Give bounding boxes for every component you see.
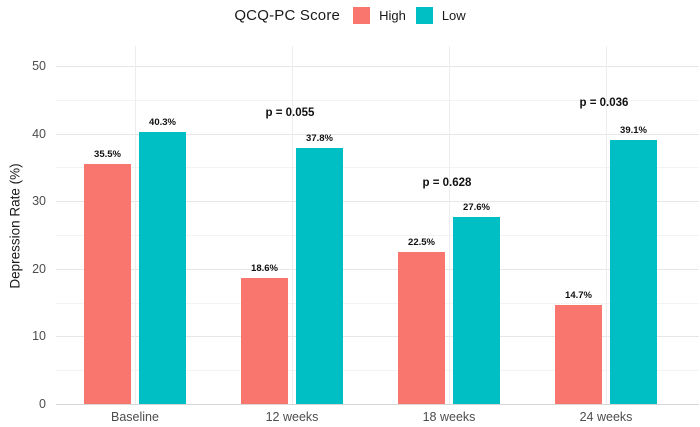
x-tick-label-12-weeks: 12 weeks	[265, 410, 319, 424]
gridline-x-24-weeks	[606, 46, 607, 404]
gridline-y-minor-15	[56, 302, 699, 304]
bar-value-label-high-12-weeks: 18.6%	[251, 263, 278, 275]
bar-value-label-low-24-weeks: 39.1%	[620, 124, 647, 136]
bar-value-label-low-12-weeks: 37.8%	[306, 133, 333, 145]
gridline-y-10	[56, 336, 699, 338]
bar-high-baseline	[84, 164, 131, 404]
x-tick-label-18-weeks: 18 weeks	[422, 410, 476, 424]
legend-label-high: High	[379, 7, 406, 23]
gridline-x-baseline	[135, 46, 136, 404]
legend-swatch-low	[415, 6, 433, 24]
gridline-y-20	[56, 268, 699, 270]
bar-value-label-low-baseline: 40.3%	[149, 116, 176, 128]
gridline-x-12-weeks	[292, 46, 293, 404]
bar-value-label-high-18-weeks: 22.5%	[408, 236, 435, 248]
legend-title: QCQ-PC Score	[234, 6, 341, 24]
bar-low-24-weeks	[610, 139, 657, 404]
y-tick-label-20: 20	[32, 261, 46, 276]
bar-high-24-weeks	[555, 304, 602, 404]
bar-value-label-high-baseline: 35.5%	[94, 149, 121, 161]
bar-value-label-low-18-weeks: 27.6%	[463, 202, 490, 214]
legend-swatch-high	[353, 6, 371, 24]
bar-low-baseline	[139, 131, 186, 404]
x-tick-label-24-weeks: 24 weeks	[579, 410, 633, 424]
bar-high-12-weeks	[241, 278, 288, 404]
x-tick-label-baseline: Baseline	[111, 410, 159, 424]
legend-item-low: Low	[415, 6, 466, 24]
bar-low-12-weeks	[296, 148, 343, 404]
y-tick-label-40: 40	[32, 126, 46, 141]
y-tick-label-10: 10	[32, 329, 46, 344]
gridline-y-minor-5	[56, 370, 699, 372]
gridline-x-18-weeks	[449, 46, 450, 404]
p-value-annotation-24-weeks: p = 0.036	[579, 96, 629, 109]
legend-label-low: Low	[441, 7, 466, 23]
p-value-annotation-18-weeks: p = 0.628	[422, 177, 472, 190]
legend: QCQ-PC Score High Low	[0, 4, 700, 26]
gridline-y-minor-35	[56, 167, 699, 169]
bar-value-label-high-24-weeks: 14.7%	[565, 289, 592, 301]
gridline-y-minor-45	[56, 99, 699, 101]
p-value-annotation-12-weeks: p = 0.055	[265, 106, 315, 119]
legend-item-high: High	[353, 6, 406, 24]
y-tick-label-50: 50	[32, 59, 46, 73]
x-axis-line	[56, 404, 699, 405]
gridline-y-50	[56, 66, 699, 67]
gridline-y-minor-25	[56, 235, 699, 236]
y-tick-label-30: 30	[32, 194, 46, 209]
y-tick-label-0: 0	[39, 397, 46, 411]
bar-low-18-weeks	[453, 217, 500, 404]
gridline-y-40	[56, 133, 699, 135]
gridline-y-30	[56, 201, 699, 203]
bar-high-18-weeks	[398, 251, 445, 404]
